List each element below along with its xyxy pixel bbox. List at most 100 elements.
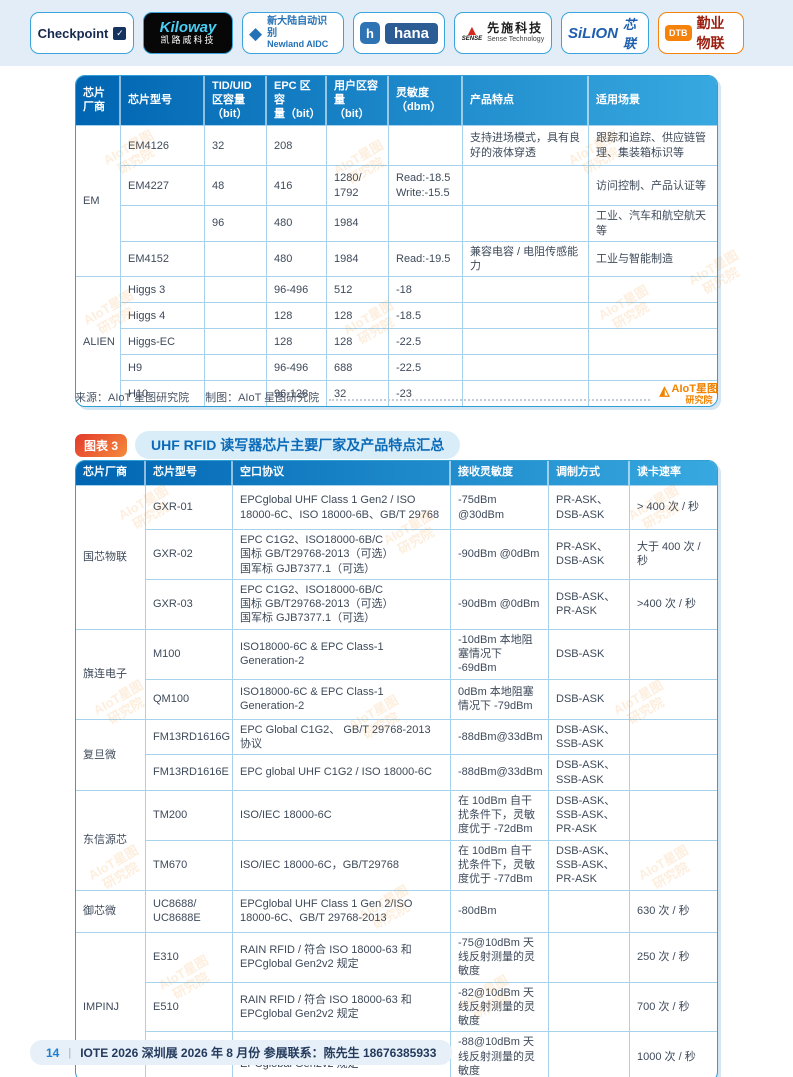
table-cell [121, 205, 205, 241]
table-cell: 700 次 / 秒 [630, 981, 717, 1032]
table-row: IMPINJ E310 RAIN RFID / 符合 ISO 18000-63 和 … [76, 931, 717, 1077]
table-cell: -80dBm [451, 889, 549, 932]
source-note: 来源：AIoT 星图研究院 制图：AIoT 星图研究院 ◭ AIoT星图 研究院 [75, 383, 718, 405]
table-cell: 688 [327, 354, 389, 381]
aiot-logo-line2: 研究院 [685, 394, 713, 405]
table-cell: FM13RD1616G [146, 718, 233, 755]
figure3-heading: 图表 3 UHF RFID 读写器芯片主要厂家及产品特点汇总 [75, 431, 461, 459]
kiloway-chinese-name: 凯路威科技 [160, 35, 216, 46]
table-cell: 128 [327, 302, 389, 329]
table-row: 旗连电子 M100 ISO18000-6C & EPC Class-1 Genera… [76, 628, 717, 719]
table-cell [630, 678, 717, 719]
table-cell: 1280/ 1792 [327, 165, 389, 206]
table-cell: 32 [205, 125, 267, 166]
table-cell [205, 380, 267, 407]
column-header: TID/UID 区容量 （bit） [205, 76, 267, 126]
table-cell: 32 [327, 380, 389, 407]
newland-chinese-name: 新大陆自动识别 [267, 16, 328, 39]
table-cell: -23 [389, 380, 463, 407]
table-cell: -82@10dBm 天线反射测量的灵敏度 [451, 981, 549, 1032]
column-header: 芯片型号 [146, 461, 233, 485]
table-cell: DSB-ASK、SSB-ASK、PR-ASK [549, 839, 630, 890]
table-cell [630, 754, 717, 790]
sense-chinese-name: 先施科技 [487, 21, 544, 36]
kiloway-wordmark: Kiloway [159, 19, 217, 37]
table-cell [389, 125, 463, 166]
table-cell: E510 [146, 981, 233, 1032]
table-cell: M100 [146, 628, 233, 679]
table-row: 东信源芯 TM200 ISO/IEC 18000-6C 在 10dBm 自干扰条件下，… [76, 789, 717, 890]
table-cell [463, 354, 589, 381]
table-cell: FM13RD1616E [146, 754, 233, 790]
table-row: QM100 ISO18000-6C & EPC Class-1 Generatio… [76, 678, 717, 719]
tag-chip-table: 芯片厂商 芯片型号 TID/UID 区容量 （bit） EPC 区容 量（bit） 用户… [75, 75, 718, 408]
aiot-triangle-icon: ◭ [659, 383, 670, 398]
table-header-row: 芯片厂商 芯片型号 TID/UID 区容量 （bit） EPC 区容 量（bit） 用户… [76, 76, 717, 126]
sense-english-name: Sense Technology [487, 35, 545, 43]
table-cell: 支持进场模式，具有良好的液体穿透 [463, 125, 589, 166]
manufacturer-cell: 旗连电子 [76, 628, 146, 719]
table-row: EM4152 480 1984 Read:-19.5 兼容电容 / 电阻传感能力 工业与智… [76, 240, 717, 277]
table-cell [463, 205, 589, 241]
table-cell: ISO18000-6C & EPC Class-1 Generation-2 [233, 628, 451, 679]
hana-logo-icon: h [360, 22, 380, 44]
table-cell: -90dBm @0dBm [451, 529, 549, 579]
table-cell: 0dBm 本地阻塞情况下 -79dBm [451, 678, 549, 719]
table-cell [463, 165, 589, 206]
table-cell [549, 889, 630, 932]
column-header: 接收灵敏度 [451, 461, 549, 485]
table-cell: E310 [146, 931, 233, 982]
table-row: Higgs 4 128 128 -18.5 [76, 302, 717, 329]
table-cell [630, 789, 717, 840]
manufacturer-cell: EM [76, 125, 121, 277]
table-cell: 1984 [327, 205, 389, 241]
table-cell: -75@10dBm 天线反射测量的灵敏度 [451, 931, 549, 982]
table-cell: EM4152 [121, 240, 205, 277]
logo-kiloway: Kiloway 凯路威科技 [143, 12, 233, 54]
figure-title: UHF RFID 读写器芯片主要厂家及产品特点汇总 [135, 431, 461, 459]
column-header: 芯片厂商 [76, 76, 121, 126]
table-cell: GXR-01 [146, 485, 233, 529]
table-row: E510 RAIN RFID / 符合 ISO 18000-63 和 EPCglo… [76, 981, 717, 1032]
logo-sense: ▲ SENSE 先施科技 Sense Technology [454, 12, 552, 54]
table-cell: 在 10dBm 自干扰条件下，灵敏度优于 -72dBm [451, 789, 549, 840]
column-header: 灵敏度 （dbm） [389, 76, 463, 126]
silion-chinese-name: 芯联 [623, 17, 637, 51]
table-cell [589, 302, 717, 328]
hana-wordmark: hana [384, 22, 438, 44]
table-cell: 兼容电容 / 电阻传感能力 [463, 240, 589, 277]
table-cell [205, 354, 267, 381]
table-cell [589, 354, 717, 380]
table-cell: EPC C1G2、ISO18000-6B/C 国标 GB/T29768-2013… [233, 529, 451, 579]
table-header-row: 芯片厂商 芯片型号 空口协议 接收灵敏度 调制方式 读卡速率 [76, 461, 717, 485]
table-cell: Higgs-EC [121, 328, 205, 355]
table-row: H10 96-128 32 -23 [76, 380, 717, 407]
table-cell: 工业、汽车和航空航天等 [589, 205, 717, 241]
figure-number-badge: 图表 3 [75, 433, 128, 457]
table-cell: -75dBm @30dBm [451, 485, 549, 529]
manufacturer-cell: 复旦微 [76, 718, 146, 790]
table-cell: 512 [327, 276, 389, 303]
logo-newland: ◆ 新大陆自动识别 Newland AIDC [242, 12, 344, 54]
partner-logo-band: Checkpoint ✓ Kiloway 凯路威科技 ◆ 新大陆自动识别 New… [0, 0, 793, 66]
column-header: 产品特点 [463, 76, 589, 126]
newland-wordmark: Newland AIDC [267, 39, 329, 50]
table-row: GXR-03 EPC C1G2、ISO18000-6B/C 国标 GB/T2976… [76, 578, 717, 629]
table-cell: -90dBm @0dBm [451, 578, 549, 629]
table-row: GXR-02 EPC C1G2、ISO18000-6B/C 国标 GB/T2976… [76, 529, 717, 579]
table-cell: 250 次 / 秒 [630, 931, 717, 982]
table-cell [463, 302, 589, 329]
table-row: 复旦微 FM13RD1616G EPC Global C1G2、 GB/T 2976… [76, 718, 717, 790]
logo-silion: SiLION 芯联 [561, 12, 649, 54]
table-cell [463, 328, 589, 355]
table-cell: UC8688/ UC8688E [146, 889, 233, 932]
table-cell [589, 328, 717, 354]
table-cell: 630 次 / 秒 [630, 889, 717, 932]
table-cell: -10dBm 本地阻塞情况下 -69dBm [451, 628, 549, 679]
table-cell: Read:-18.5 Write:-15.5 [389, 165, 463, 206]
column-header: 芯片型号 [121, 76, 205, 126]
table-cell: Read:-19.5 [389, 240, 463, 277]
aiot-logo-line1: AIoT星图 [671, 383, 718, 395]
table-cell: -22.5 [389, 354, 463, 381]
table-cell: -18.5 [389, 302, 463, 329]
